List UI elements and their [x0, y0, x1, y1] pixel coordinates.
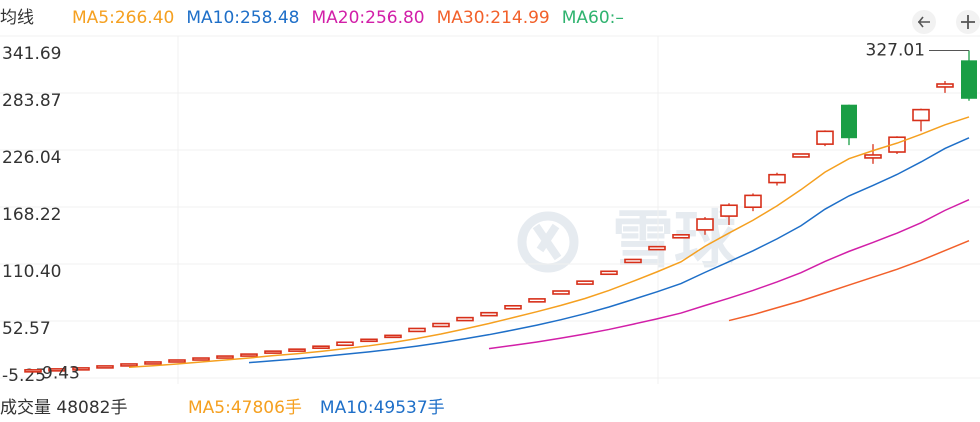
- high-label: 327.01: [866, 40, 925, 60]
- legend-entry: MA10:258.48: [186, 8, 299, 28]
- candle-body: [528, 298, 546, 303]
- candle-body: [624, 258, 642, 264]
- y-tick-label: 52.57: [2, 319, 51, 339]
- candle-body: [432, 322, 450, 328]
- y-tick-label: 341.69: [2, 44, 61, 64]
- ma-line: [128, 116, 970, 369]
- candle-body: [264, 350, 282, 354]
- candle-body: [600, 270, 618, 276]
- candle-body: [552, 290, 570, 295]
- candle-body: [768, 173, 786, 184]
- y-tick-label: 168.22: [2, 205, 61, 225]
- volume-ma-label: MA10:49537手: [320, 398, 445, 418]
- watermark-logo: [532, 223, 562, 261]
- candle-body: [672, 234, 690, 239]
- legend-entry: MA60:–: [562, 8, 624, 28]
- candle-body: [120, 363, 138, 367]
- candle-body: [816, 130, 834, 145]
- candle-body: [456, 316, 474, 322]
- candle-body: [792, 153, 810, 158]
- candle-body: [144, 361, 162, 365]
- candle-body: [240, 353, 258, 357]
- candle-body: [312, 345, 330, 349]
- candle-body: [504, 304, 522, 310]
- ma-line: [488, 199, 970, 350]
- candle-body: [168, 359, 186, 363]
- candle-body: [192, 357, 210, 361]
- candle-body: [720, 204, 738, 217]
- legend-entry: MA5:266.40: [72, 8, 174, 28]
- candle-body: [864, 154, 882, 159]
- candle-body: [408, 327, 426, 333]
- candle-body: [336, 341, 354, 347]
- candle-body: [24, 369, 42, 373]
- candle-body: [216, 355, 234, 359]
- low-label: 9.43: [42, 364, 80, 384]
- candle-body: [696, 218, 714, 231]
- y-tick-label: 110.40: [2, 262, 61, 282]
- candle-body: [841, 104, 857, 139]
- candle-body: [744, 194, 762, 209]
- y-tick-label: -5.25: [2, 366, 46, 386]
- candle-body: [72, 367, 90, 371]
- candle-body: [961, 60, 977, 99]
- button-icon: [917, 16, 930, 28]
- candle-body: [96, 365, 114, 369]
- legend-title: 均线: [0, 8, 34, 28]
- candle-body: [288, 348, 306, 352]
- watermark: 雪球: [517, 203, 737, 276]
- legend-entry: MA30:214.99: [437, 8, 550, 28]
- button-icon: [961, 15, 975, 29]
- candle-body: [648, 245, 666, 251]
- candle-body: [48, 368, 66, 372]
- volume-ma-label: MA5:47806手: [188, 398, 302, 418]
- volume-label: 成交量 48082手: [0, 398, 127, 418]
- legend-entry: MA20:256.80: [311, 8, 424, 28]
- candle-body: [576, 280, 594, 285]
- candle-body: [360, 338, 378, 343]
- y-tick-label: 283.87: [2, 91, 61, 111]
- candle-body: [384, 334, 402, 339]
- ma-line: [728, 240, 970, 322]
- y-tick-label: 226.04: [2, 148, 61, 168]
- zoom-out-button[interactable]: [912, 10, 936, 34]
- watermark-logo: [517, 211, 579, 273]
- zoom-in-button[interactable]: [956, 10, 980, 34]
- candle-body: [912, 108, 930, 122]
- candle-body: [936, 83, 954, 88]
- ma-line: [248, 137, 970, 364]
- candle-body: [480, 311, 498, 317]
